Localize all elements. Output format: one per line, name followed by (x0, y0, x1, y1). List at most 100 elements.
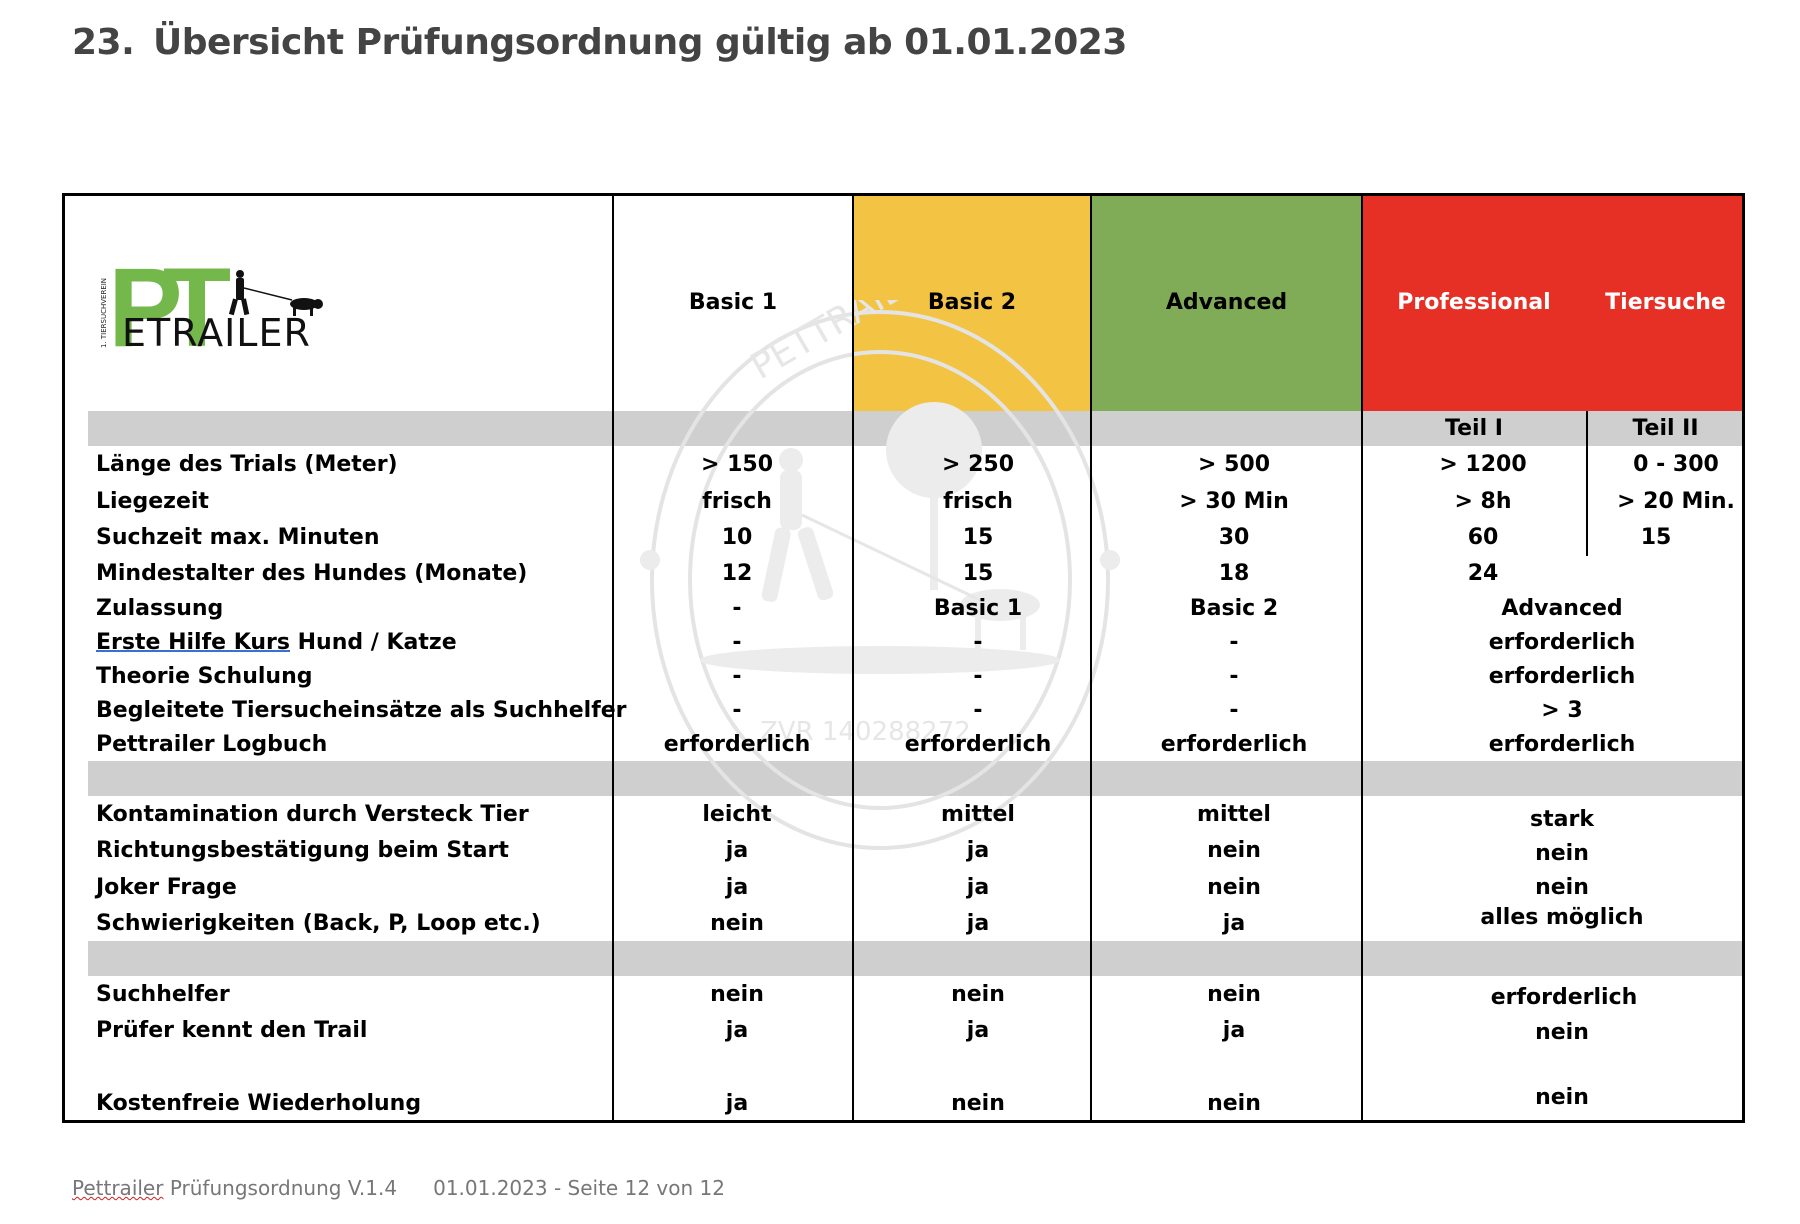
col-divider-professional (1361, 193, 1363, 1123)
cell-basic1: nein (710, 982, 764, 1007)
cell-basic1: ja (725, 875, 749, 900)
cell-advanced: ja (1222, 1018, 1246, 1043)
cell-professional: erforderlich (1488, 664, 1636, 689)
cell-professional: nein (1535, 1085, 1589, 1110)
row-label: Kontamination durch Versteck Tier (96, 802, 529, 827)
col-header-professional: Professional (1397, 290, 1551, 315)
cell-basic2: 15 (962, 561, 994, 586)
cell-professional: nein (1535, 875, 1589, 900)
cell-professional: nein (1535, 841, 1589, 866)
cell-advanced: erforderlich (1160, 732, 1308, 757)
heading-number: 23. (72, 22, 135, 63)
row-label: Länge des Trials (Meter) (96, 452, 398, 477)
cell-basic2: frisch (943, 489, 1013, 514)
cell-basic1: > 150 (700, 452, 774, 477)
cell-professional: erforderlich (1488, 732, 1636, 757)
cell-advanced: nein (1207, 838, 1261, 863)
cell-professional: erforderlich (1490, 985, 1638, 1010)
col-header-tiersuche: Tiersuche (1605, 290, 1726, 315)
header-advanced-bg (1092, 196, 1361, 411)
cell-advanced: > 500 (1197, 452, 1271, 477)
subheader-teil1: Teil I (1445, 416, 1503, 441)
cell-teil1: > 8h (1454, 489, 1512, 514)
row-label: Suchzeit max. Minuten (96, 525, 380, 550)
cell-basic2: - (973, 664, 983, 689)
row-label: Pettrailer Logbuch (96, 732, 328, 757)
exam-overview-table (62, 193, 1745, 1123)
cell-advanced: ja (1222, 911, 1246, 936)
row-label: Richtungsbestätigung beim Start (96, 838, 509, 863)
cell-teil1: 60 (1467, 525, 1499, 550)
cell-professional: nein (1535, 1020, 1589, 1045)
cell-professional: Advanced (1501, 596, 1623, 621)
cell-basic1: nein (710, 911, 764, 936)
row-label: Kostenfreie Wiederholung (96, 1091, 422, 1116)
cell-basic1: ja (725, 1091, 749, 1116)
cell-advanced: - (1229, 664, 1239, 689)
cell-basic2: > 250 (941, 452, 1015, 477)
footer-doc-name-spellcheck: Pettrailer (72, 1176, 164, 1200)
pettrailer-logo: 1. TIERSUCHVEREIN PT ETRAILER (92, 245, 342, 370)
row-label: Prüfer kennt den Trail (96, 1018, 368, 1043)
cell-advanced: > 30 Min (1179, 489, 1289, 514)
cell-advanced: Basic 2 (1189, 596, 1279, 621)
cell-basic2: mittel (941, 802, 1015, 827)
cell-teil1: 24 (1467, 561, 1499, 586)
svg-text:ETRAILER: ETRAILER (122, 311, 311, 352)
cell-basic1: - (732, 664, 742, 689)
col-divider-advanced (1090, 193, 1092, 1123)
col-divider-basic2 (852, 193, 854, 1123)
section-band-2 (88, 761, 1742, 796)
row-label: Liegezeit (96, 489, 209, 514)
pettrailer-logo-icon: 1. TIERSUCHVEREIN PT ETRAILER (100, 245, 323, 370)
cell-basic2: - (973, 630, 983, 655)
cell-basic2: 15 (962, 525, 994, 550)
cell-basic2: erforderlich (904, 732, 1052, 757)
row-label: Joker Frage (96, 875, 237, 900)
cell-basic1: 12 (721, 561, 753, 586)
subheader-teil2: Teil II (1632, 416, 1699, 441)
cell-advanced: 30 (1218, 525, 1250, 550)
cell-professional: erforderlich (1488, 630, 1636, 655)
section-band-3 (88, 941, 1742, 976)
cell-basic1: ja (725, 1018, 749, 1043)
cell-basic1: 10 (721, 525, 753, 550)
cell-advanced: mittel (1197, 802, 1271, 827)
cell-professional: stark (1530, 807, 1594, 832)
cell-basic1: - (732, 596, 742, 621)
cell-professional: > 3 (1541, 698, 1583, 723)
row-label: Schwierigkeiten (Back, P, Loop etc.) (96, 911, 541, 936)
cell-basic1: frisch (702, 489, 772, 514)
row-label: Theorie Schulung (96, 664, 313, 689)
cell-basic2: nein (951, 982, 1005, 1007)
cell-advanced: - (1229, 630, 1239, 655)
cell-professional: alles möglich (1480, 905, 1644, 930)
row-label-underlined: Erste Hilfe Kurs (96, 630, 290, 655)
cell-teil2: > 20 Min. (1617, 489, 1735, 514)
cell-advanced: - (1229, 698, 1239, 723)
row-label: Zulassung (96, 596, 224, 621)
cell-advanced: nein (1207, 875, 1261, 900)
cell-basic2: ja (966, 838, 990, 863)
col-divider-teil (1586, 411, 1588, 556)
cell-basic1: leicht (702, 802, 772, 827)
cell-teil2: 0 - 300 (1633, 452, 1719, 477)
cell-basic2: ja (966, 1018, 990, 1043)
cell-basic1: - (732, 630, 742, 655)
page-footer: Pettrailer Prüfungsordnung V.1.4 01.01.20… (72, 1176, 725, 1200)
page-title: 23. Übersicht Prüfungsordnung gültig ab 0… (72, 22, 1127, 63)
cell-basic1: erforderlich (663, 732, 811, 757)
row-label: Mindestalter des Hundes (Monate) (96, 561, 528, 586)
row-label: Begleitete Tiersucheinsätze als Suchhelf… (96, 698, 627, 723)
col-header-basic2: Basic 2 (927, 290, 1017, 315)
cell-basic2: nein (951, 1091, 1005, 1116)
row-label: Erste Hilfe Kurs Hund / Katze (96, 630, 457, 655)
cell-basic2: Basic 1 (933, 596, 1023, 621)
footer-doc-name: Prüfungsordnung V.1.4 (163, 1176, 398, 1200)
cell-teil2: 15 (1640, 525, 1672, 550)
svg-text:1. TIERSUCHVEREIN: 1. TIERSUCHVEREIN (100, 278, 108, 348)
cell-advanced: 18 (1218, 561, 1250, 586)
cell-teil1: > 1200 (1439, 452, 1527, 477)
cell-basic1: ja (725, 838, 749, 863)
cell-basic2: ja (966, 875, 990, 900)
